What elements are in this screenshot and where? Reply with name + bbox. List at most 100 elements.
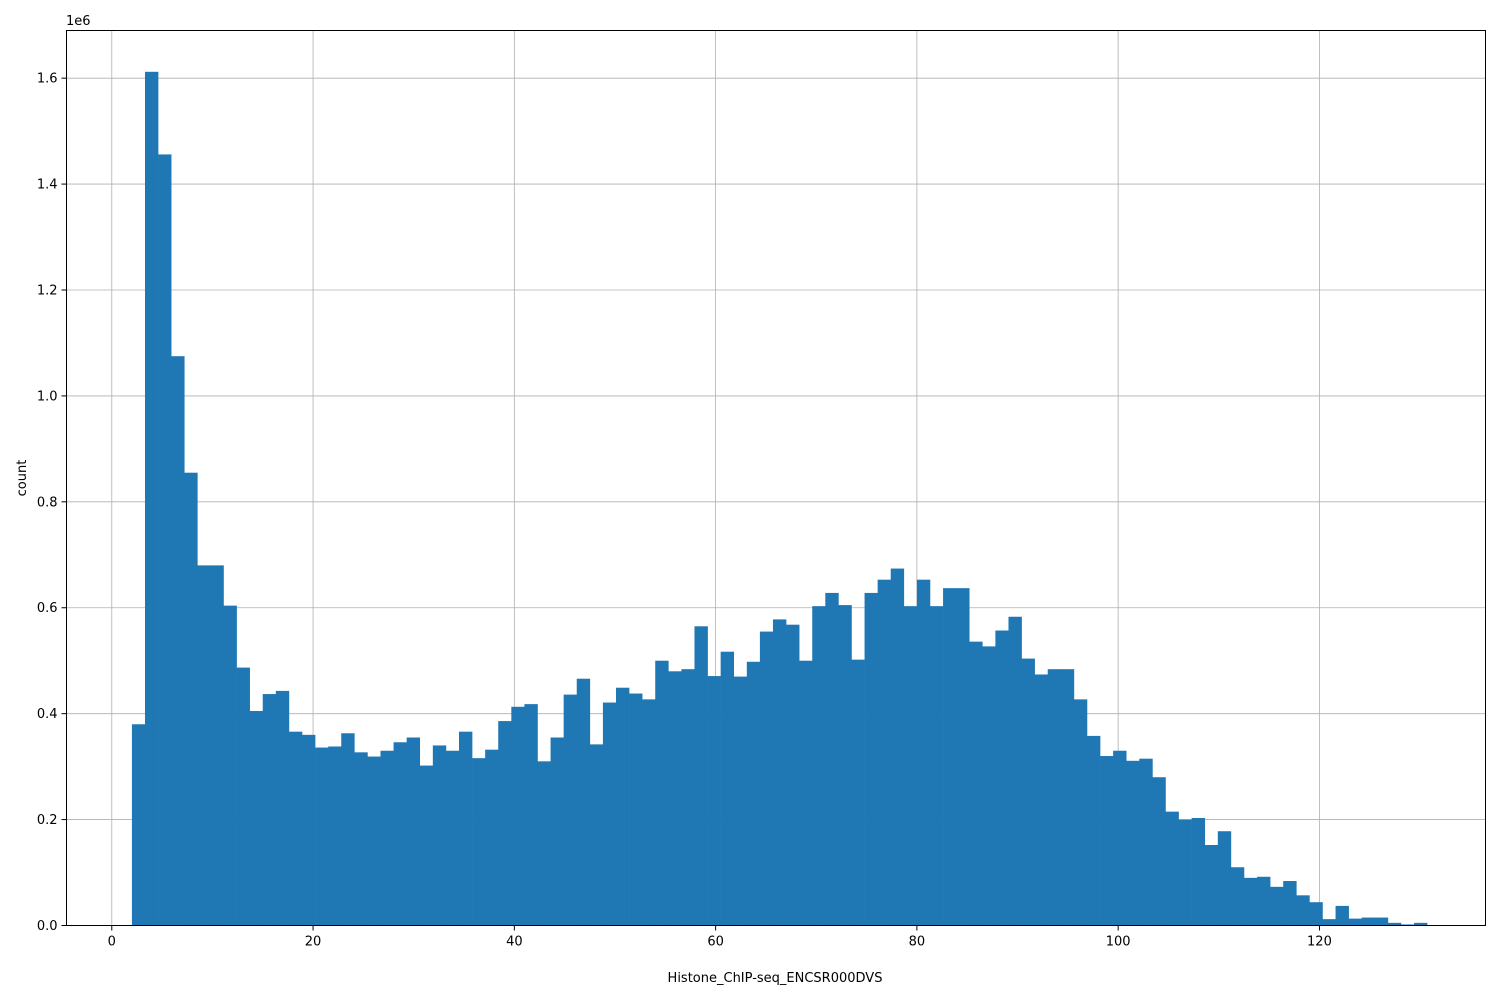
- histogram-bar: [144, 71, 159, 926]
- histogram-bar: [1086, 735, 1101, 926]
- histogram-bar: [1191, 817, 1206, 926]
- histogram-bars: [131, 71, 1428, 926]
- histogram-bar: [720, 651, 735, 926]
- histogram-bar: [838, 605, 852, 926]
- histogram-bar: [171, 356, 185, 926]
- histogram-bar: [262, 694, 277, 926]
- histogram-bar: [668, 671, 682, 926]
- histogram-bar: [432, 745, 447, 926]
- histogram-bar: [969, 641, 983, 926]
- histogram-bar: [615, 687, 630, 926]
- histogram-bar: [341, 733, 355, 926]
- histogram-bar: [1073, 699, 1088, 926]
- histogram-bar: [354, 752, 368, 926]
- histogram-bar: [1126, 760, 1140, 926]
- histogram-bar: [707, 676, 721, 926]
- histogram-bar: [131, 724, 146, 926]
- histogram-bar: [249, 711, 264, 926]
- histogram-bar: [498, 721, 512, 926]
- histogram-bar: [1113, 750, 1127, 926]
- histogram-bar: [458, 731, 473, 926]
- histogram-bar: [589, 744, 604, 926]
- histogram-bar: [1165, 811, 1179, 926]
- histogram-bar: [1374, 917, 1389, 926]
- histogram-bar: [1387, 922, 1402, 926]
- histogram-bar: [197, 565, 211, 926]
- y-tick-label: 1.2: [37, 283, 58, 298]
- histogram-bar: [315, 747, 329, 926]
- histogram-bar: [550, 737, 564, 926]
- histogram-bar: [1230, 867, 1245, 926]
- histogram-bar: [759, 631, 774, 926]
- histogram-bar: [602, 702, 617, 926]
- histogram-bar: [916, 579, 931, 926]
- histogram-bar: [1008, 616, 1022, 926]
- y-tick-label: 1.6: [37, 72, 58, 87]
- histogram-bar: [236, 667, 250, 926]
- histogram-bar: [537, 761, 551, 926]
- histogram-bar: [995, 630, 1009, 926]
- histogram-bar: [406, 737, 421, 926]
- histogram-bar: [1021, 658, 1035, 926]
- histogram-bar: [524, 704, 538, 926]
- histogram-bar: [1309, 902, 1323, 926]
- histogram-bar: [1257, 876, 1271, 926]
- histogram-bar: [1400, 924, 1415, 926]
- histogram-bar: [655, 660, 669, 926]
- histogram-bar: [956, 588, 970, 926]
- x-tick-label: 100: [1106, 935, 1131, 950]
- histogram-bar: [1139, 758, 1153, 926]
- histogram-bar: [786, 624, 800, 926]
- histogram-bar: [1270, 886, 1284, 926]
- histogram-bar: [1322, 919, 1336, 926]
- histogram-bar: [1217, 831, 1232, 926]
- histogram-bar: [799, 660, 813, 926]
- x-tick-label: 80: [909, 935, 926, 950]
- histogram-bar: [1335, 905, 1349, 926]
- y-axis-label: count: [15, 460, 30, 497]
- histogram-bar: [1243, 877, 1258, 926]
- histogram-bar: [929, 606, 944, 926]
- histogram-bar: [1414, 922, 1428, 926]
- histogram-bar: [812, 606, 826, 926]
- histogram-bar: [1296, 895, 1310, 926]
- histogram-bar: [511, 706, 525, 926]
- histogram-bar: [772, 619, 787, 926]
- histogram-bar: [301, 734, 316, 926]
- histogram-bar: [1100, 756, 1114, 926]
- y-tick-label: 1.0: [37, 389, 58, 404]
- histogram-bar: [877, 579, 892, 926]
- histogram-bar: [733, 676, 748, 926]
- histogram-bar: [629, 693, 643, 926]
- histogram-bar: [1348, 918, 1363, 926]
- histogram-bar: [419, 765, 434, 926]
- y-tick-label: 1.4: [37, 178, 58, 193]
- histogram-bar: [288, 731, 303, 926]
- histogram-bar: [851, 659, 865, 926]
- y-offset-label: 1e6: [66, 14, 91, 29]
- histogram-bar: [328, 746, 342, 926]
- histogram-bar: [642, 699, 656, 926]
- histogram-bar: [681, 669, 695, 926]
- y-tick-label: 0.8: [37, 495, 58, 510]
- histogram-bar: [445, 750, 460, 926]
- histogram-bar: [485, 749, 499, 926]
- plot-frame: [66, 30, 1486, 926]
- histogram-bar: [1178, 819, 1192, 926]
- histogram-bar: [158, 154, 172, 926]
- histogram-bar: [982, 646, 996, 926]
- histogram-bar: [223, 605, 237, 926]
- histogram-bar: [903, 606, 918, 926]
- histogram-bar: [825, 592, 839, 926]
- histogram-bar: [275, 690, 290, 926]
- histogram-bar: [563, 694, 578, 926]
- histogram-bar: [1361, 917, 1376, 926]
- histogram-bar: [380, 750, 394, 926]
- x-tick-label: 0: [108, 935, 116, 950]
- y-tick-label: 0.6: [37, 601, 58, 616]
- y-tick-label: 0.2: [37, 813, 58, 828]
- histogram-bar: [1034, 674, 1049, 926]
- x-tick-label: 20: [305, 935, 322, 950]
